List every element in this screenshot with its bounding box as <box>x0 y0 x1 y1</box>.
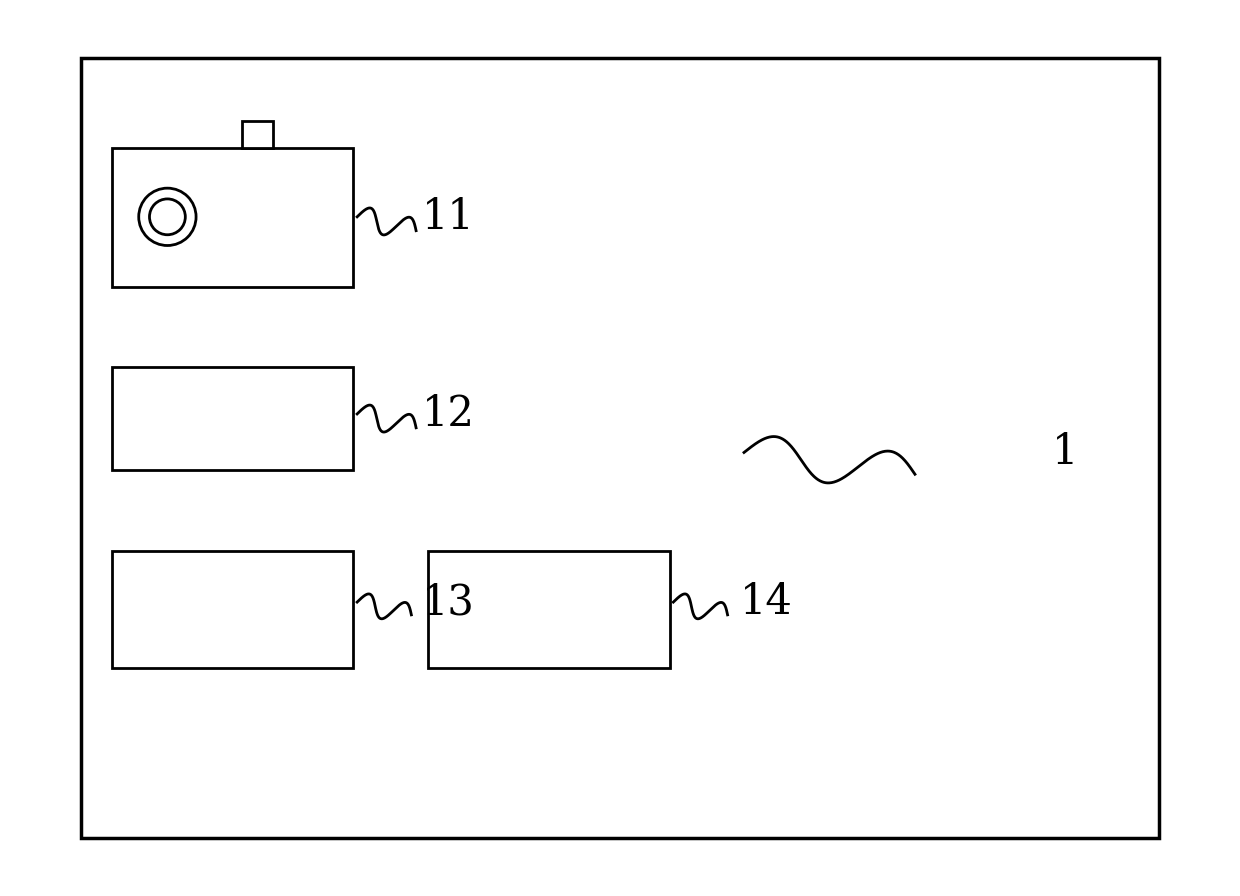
Bar <box>112 148 353 287</box>
Bar <box>112 551 353 668</box>
Bar <box>428 551 670 668</box>
Ellipse shape <box>139 188 196 246</box>
Text: 14: 14 <box>740 582 794 623</box>
Bar <box>81 58 1159 838</box>
Ellipse shape <box>150 199 185 235</box>
Bar <box>242 121 273 148</box>
Bar <box>112 367 353 470</box>
Text: 13: 13 <box>422 582 475 623</box>
Text: 1: 1 <box>1052 432 1078 473</box>
Text: 12: 12 <box>422 393 475 435</box>
Text: 11: 11 <box>422 196 475 237</box>
